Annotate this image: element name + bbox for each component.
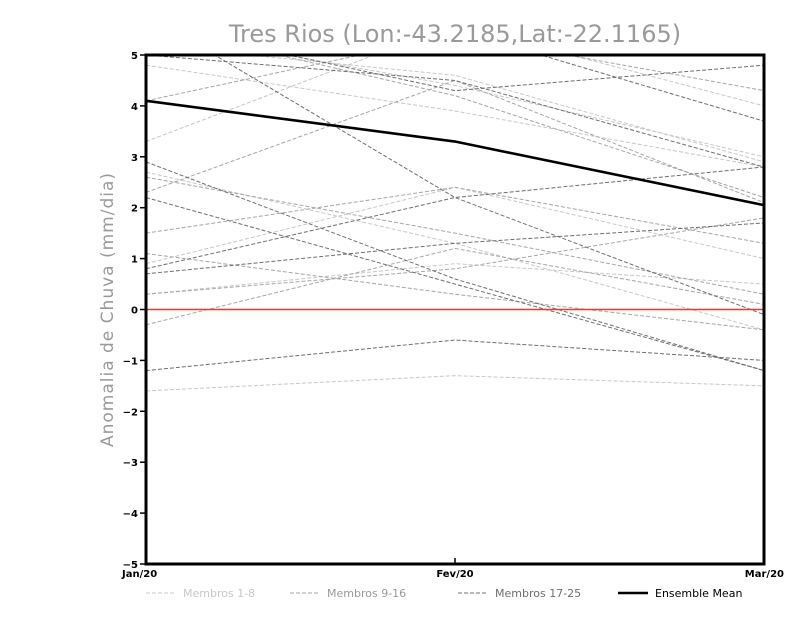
- y-tick-label: 2: [131, 204, 138, 215]
- series-line-membro-5: [146, 186, 764, 265]
- series-line-membro-19: [146, 222, 764, 275]
- y-tick-label: 3: [131, 153, 138, 164]
- chart-title: Tres Rios (Lon:-43.2185,Lat:-22.1165): [228, 20, 681, 48]
- series-line-membro-22: [146, 161, 764, 372]
- y-ticks: 5 4 3 2 1 0 −1 −2 −3 −4 −5: [123, 51, 146, 571]
- legend-label-mean: Ensemble Mean: [655, 587, 742, 600]
- plot-lines: [146, 55, 764, 392]
- series-line-membro-2: [146, 55, 764, 142]
- series-line-membro-1: [146, 64, 764, 168]
- series-line-membro-17: [213, 55, 764, 316]
- series-line-membro-25: [539, 55, 764, 122]
- series-line-membro-12: [146, 253, 764, 331]
- legend-label-g2: Membros 9-16: [327, 587, 406, 600]
- series-line-membro-3: [146, 171, 764, 331]
- series-line-membro-7: [243, 55, 764, 163]
- legend-label-g3: Membros 17-25: [495, 587, 581, 600]
- y-tick-label: 0: [131, 306, 138, 317]
- series-line-membro-21: [146, 166, 764, 270]
- y-tick-label: −5: [123, 560, 138, 571]
- legend: Membros 1-8 Membros 9-16 Membros 17-25 Ense…: [146, 587, 742, 600]
- x-ticks: Jan/20 Fev/20 Mar/20: [121, 558, 784, 580]
- series-line-membro-23: [286, 55, 764, 92]
- series-line-membro-8: [146, 263, 764, 295]
- y-tick-label: −2: [123, 407, 138, 418]
- series-line-membro-15: [146, 176, 764, 295]
- y-tick-label: 1: [131, 255, 138, 266]
- series-line-membro-11: [146, 79, 764, 204]
- y-tick-label: −4: [123, 509, 138, 520]
- x-tick-label: Fev/20: [436, 569, 473, 580]
- series-line-membro-6: [146, 375, 764, 392]
- legend-label-g1: Membros 1-8: [183, 587, 255, 600]
- series-line-membro-13: [146, 217, 764, 295]
- series-line-membro-14: [146, 247, 764, 326]
- series-line-membro-18: [146, 197, 764, 372]
- series-line-ensemble-mean: [146, 99, 764, 207]
- series-line-membro-9: [146, 55, 764, 102]
- y-tick-label: −3: [123, 458, 138, 469]
- series-line-membro-16: [276, 55, 764, 198]
- y-tick-label: −1: [123, 356, 138, 367]
- y-axis-label: Anomalia de Chuva (mm/dia): [98, 172, 118, 447]
- x-tick-label: Jan/20: [121, 569, 157, 580]
- y-tick-label: 5: [131, 51, 138, 62]
- x-tick-label: Mar/20: [745, 569, 784, 580]
- series-line-membro-20: [146, 339, 764, 372]
- series-line-membro-24: [146, 55, 764, 168]
- series-line-membro-10: [146, 186, 764, 244]
- y-tick-label: 4: [131, 102, 138, 113]
